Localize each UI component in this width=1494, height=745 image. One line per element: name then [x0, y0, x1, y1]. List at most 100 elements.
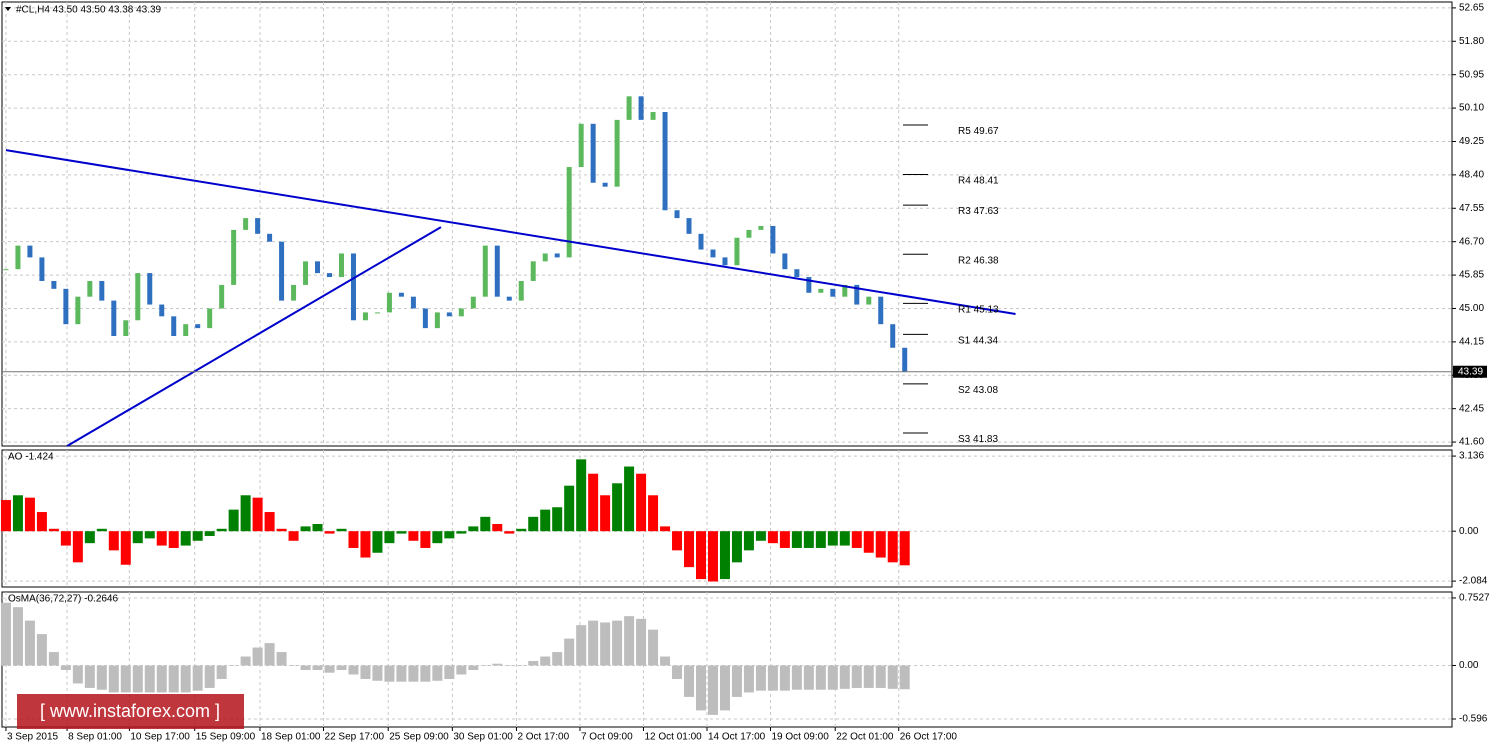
panel-frame: [1, 1, 1453, 447]
ao-bar: [312, 524, 323, 532]
ao-bar: [360, 531, 371, 558]
candle: [878, 296, 884, 325]
ao-bar: [48, 528, 59, 532]
osma-bar: [96, 665, 107, 690]
ao-bar: [324, 531, 335, 534]
osma-bar: [695, 665, 706, 711]
pivot-name: R3: [958, 206, 971, 217]
pivot-name: R1: [958, 304, 971, 315]
osma-bar: [0, 602, 11, 666]
osma-bar: [815, 665, 826, 690]
pivot-value: 49.67: [974, 126, 999, 137]
pivot-name: R2: [958, 255, 971, 266]
candle: [770, 225, 776, 254]
candle: [398, 292, 404, 297]
ao-bar: [564, 485, 575, 532]
osma-bar: [396, 665, 407, 682]
candle: [818, 288, 824, 293]
osma-bar: [648, 629, 659, 666]
candle: [470, 296, 476, 309]
pivot-label: S2 43.08: [958, 385, 998, 396]
pivot-name: R5: [958, 126, 971, 137]
candle: [39, 257, 45, 281]
ao-bar: [276, 528, 287, 532]
osma-bar: [719, 665, 730, 711]
candle: [866, 296, 872, 305]
osma-bar: [468, 665, 479, 671]
osma-bar: [132, 665, 143, 693]
candle: [614, 119, 620, 187]
y-tick-label: 45.85: [1459, 270, 1484, 281]
pivot-label: R5 49.67: [958, 126, 999, 137]
ao-bar: [0, 500, 11, 532]
ao-bar: [240, 495, 251, 532]
osma-bar: [276, 652, 287, 666]
ao-bar: [600, 495, 611, 532]
bid-label: 43.39: [1458, 366, 1483, 377]
x-tick-label: 2 Oct 17:00: [517, 732, 569, 743]
candle: [75, 296, 81, 325]
osma-bar: [564, 638, 575, 666]
pivot-value: 45.13: [974, 304, 999, 315]
pivot-value: 43.08: [973, 385, 998, 396]
x-tick-label: 8 Sep 01:00: [68, 732, 122, 743]
ao-bar: [264, 512, 275, 532]
x-tick-label: 30 Sep 01:00: [453, 732, 513, 743]
osma-bar: [288, 665, 299, 667]
ao-bar: [875, 531, 886, 558]
ao-bar: [60, 531, 71, 546]
y-tick-label: 0.00: [1459, 526, 1479, 537]
osma-bar: [108, 665, 119, 693]
osma-bar: [612, 620, 623, 666]
pivot-label: S1 44.34: [958, 335, 998, 346]
candle: [171, 316, 177, 336]
osma-bar: [624, 616, 635, 666]
candle: [279, 241, 285, 301]
osma-bar: [480, 665, 491, 667]
osma-bar: [755, 665, 766, 691]
y-tick-label: 51.80: [1459, 36, 1484, 47]
ao-bar: [803, 531, 814, 548]
x-tick-label: 19 Oct 09:00: [772, 732, 830, 743]
candle: [291, 284, 297, 301]
candle: [123, 320, 129, 336]
ao-bar: [252, 497, 263, 532]
osma-bar: [312, 665, 323, 671]
ao-bar: [755, 531, 766, 541]
ao-bar: [540, 509, 551, 532]
osma-bar: [252, 647, 263, 666]
osma-bar: [803, 665, 814, 690]
indicator-title: AO -1.424: [8, 452, 54, 463]
y-tick-label: 46.70: [1459, 236, 1484, 247]
trendline: [66, 226, 442, 447]
candle: [362, 312, 368, 321]
osma-bar: [372, 665, 383, 681]
candle: [758, 225, 764, 230]
ao-bar: [336, 528, 347, 532]
x-tick-label: 12 Oct 01:00: [644, 732, 702, 743]
osma-bar: [863, 665, 874, 688]
osma-bar: [600, 622, 611, 666]
candle: [854, 284, 860, 305]
pivot-label: R1 45.13: [958, 304, 999, 315]
y-tick-label: 45.00: [1459, 303, 1484, 314]
pivot-name: S1: [958, 335, 971, 346]
y-tick-label: 49.25: [1459, 136, 1484, 147]
osma-bar: [84, 665, 95, 688]
pivot-value: 48.41: [974, 175, 999, 186]
ao-bar: [731, 531, 742, 563]
osma-bar: [72, 665, 83, 684]
osma-bar: [743, 665, 754, 693]
osma-bar: [444, 665, 455, 679]
trendline: [5, 149, 1016, 315]
candle: [578, 123, 584, 168]
candle: [830, 288, 836, 297]
candle: [207, 308, 213, 329]
candle: [219, 284, 225, 309]
osma-bar: [204, 665, 215, 688]
candle: [255, 218, 261, 234]
osma-bar: [348, 665, 359, 675]
ao-bar: [576, 459, 587, 532]
